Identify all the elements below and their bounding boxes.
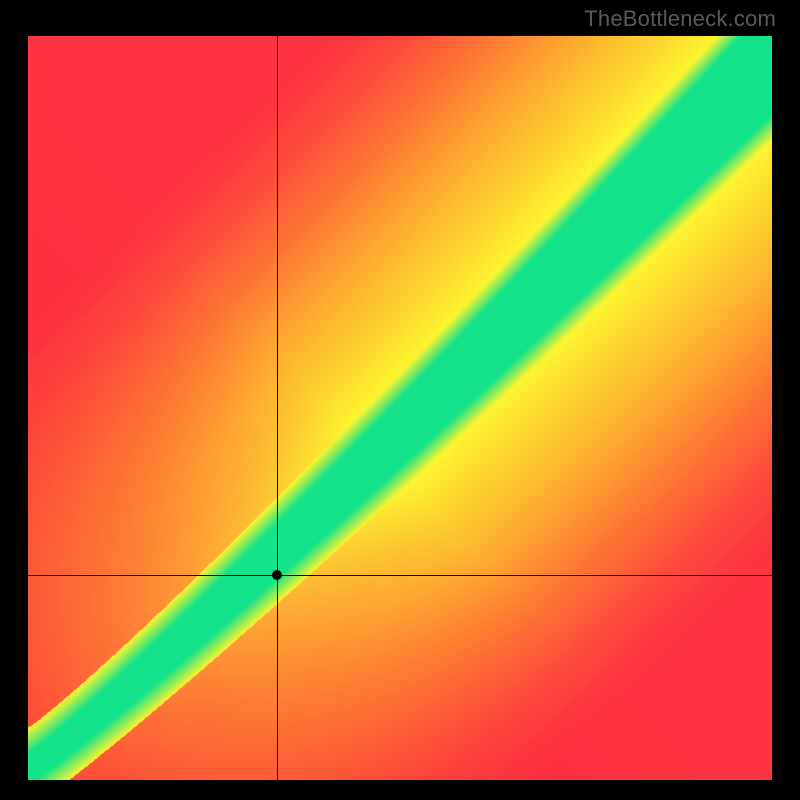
- heatmap-plot: [28, 36, 772, 780]
- crosshair-horizontal: [28, 575, 772, 576]
- marker-dot: [272, 570, 282, 580]
- crosshair-vertical: [277, 36, 278, 780]
- chart-frame: TheBottleneck.com: [0, 0, 800, 800]
- heatmap-canvas: [28, 36, 772, 780]
- watermark-text: TheBottleneck.com: [584, 6, 776, 32]
